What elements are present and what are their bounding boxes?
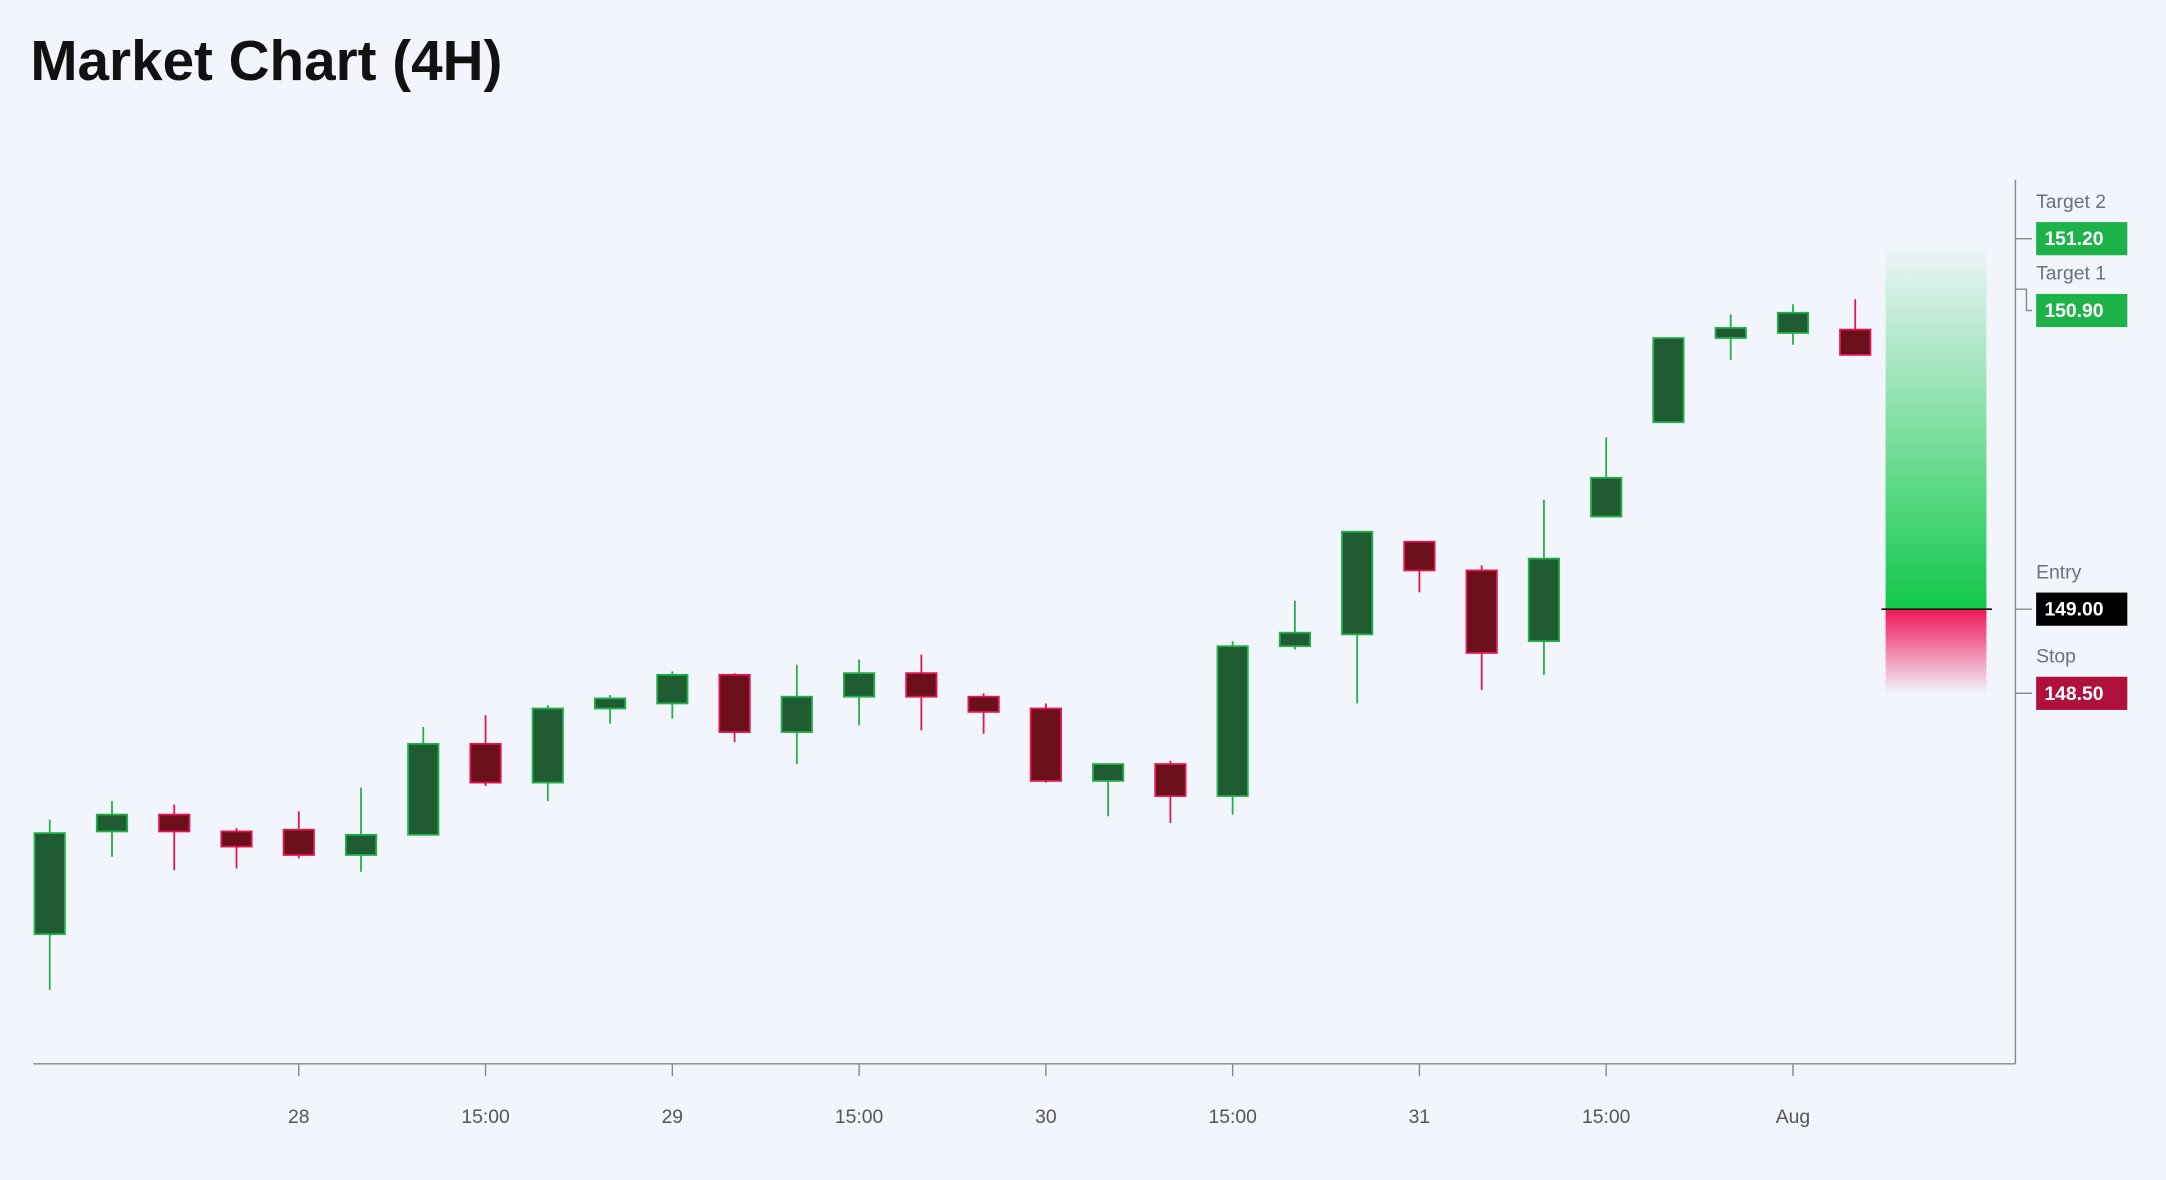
level-box [2036, 293, 2128, 328]
x-tick-label: 15:00 [461, 1107, 509, 1128]
x-tick-label: 15:00 [1208, 1107, 1256, 1128]
candle-body [158, 813, 191, 833]
candle-body [842, 672, 876, 698]
x-tick-label: 28 [288, 1107, 310, 1128]
level-box [2036, 676, 2128, 710]
candle-body [656, 673, 689, 705]
candle-body [1029, 707, 1062, 782]
level-tick [2015, 288, 2033, 312]
candle-body [967, 695, 1000, 713]
candle-body [1839, 328, 1872, 356]
x-tick-label: Aug [1776, 1107, 1810, 1128]
candle-body [905, 672, 938, 698]
level-label: 150.90 [2044, 301, 2103, 322]
candle-body [1776, 311, 1810, 334]
candle-body [220, 830, 253, 848]
level-box [2036, 222, 2128, 256]
candle-body [1652, 337, 1685, 424]
candle-body [1714, 327, 1747, 339]
x-tick-label: 29 [662, 1107, 684, 1128]
candle-body [469, 742, 502, 784]
candle-body [780, 695, 813, 733]
candle-body [1154, 763, 1187, 797]
candle-body [1278, 631, 1311, 648]
candle-body [407, 742, 440, 836]
x-tick-label: 31 [1409, 1107, 1431, 1128]
candle-body [1527, 557, 1561, 643]
candle-body [718, 673, 751, 733]
candle-body [95, 813, 129, 833]
level-name: Target 2 [2036, 192, 2106, 213]
loss-zone [1885, 609, 1987, 694]
candle-body [344, 833, 378, 856]
candle-body [531, 707, 564, 784]
level-name: Target 1 [2036, 264, 2106, 285]
level-label: 148.50 [2044, 684, 2103, 705]
profit-zone [1885, 238, 1987, 610]
candle-body [1403, 540, 1436, 572]
candle-body [1465, 569, 1498, 654]
level-label: 151.20 [2044, 229, 2103, 250]
candle-body [1092, 763, 1125, 782]
level-name: Stop [2036, 647, 2076, 668]
candle-body [282, 828, 315, 856]
level-box [2036, 592, 2128, 626]
x-tick-label: 15:00 [835, 1107, 883, 1128]
x-tick-label: 30 [1035, 1107, 1057, 1128]
level-label: 149.00 [2044, 600, 2103, 621]
chart-title: Market Chart (4H) [30, 30, 502, 93]
candle-body [593, 697, 627, 710]
candle-body [1216, 645, 1249, 797]
x-tick-label: 15:00 [1582, 1107, 1630, 1128]
candle-body [1590, 476, 1623, 518]
candle-body [33, 832, 66, 936]
level-name: Entry [2036, 562, 2081, 583]
candle-body [1341, 530, 1374, 636]
